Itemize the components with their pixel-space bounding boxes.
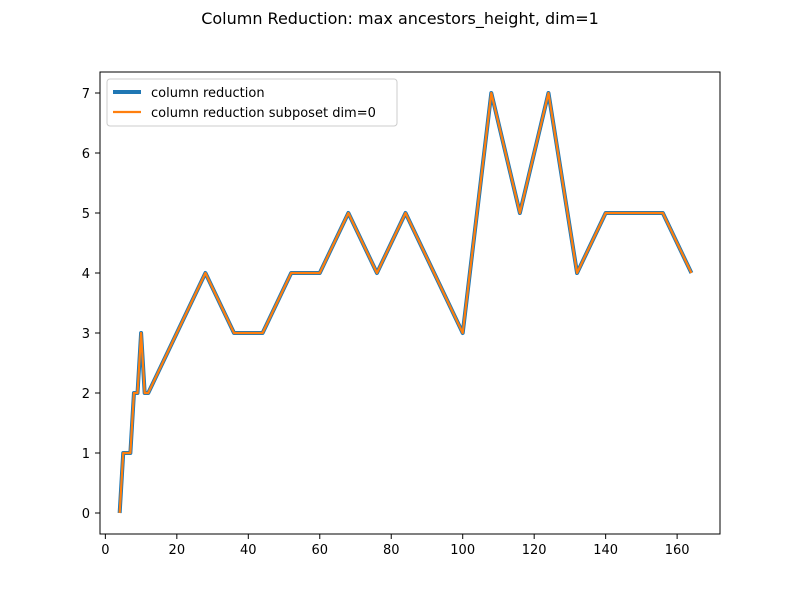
y-tick-label: 0 — [82, 507, 90, 522]
legend-label-2: column reduction subposet dim=0 — [151, 106, 376, 121]
legend: column reduction column reduction subpose… — [106, 78, 398, 127]
legend-label-1: column reduction — [151, 86, 265, 101]
x-tick-label: 60 — [311, 543, 328, 558]
y-tick-label: 2 — [82, 387, 90, 402]
series-lines — [117, 91, 694, 514]
x-tick-label: 80 — [383, 543, 400, 558]
chart-title: Column Reduction: max ancestors_height, … — [201, 9, 599, 28]
x-tick-label: 40 — [240, 543, 257, 558]
y-tick-label: 6 — [82, 147, 90, 162]
x-tick-label: 0 — [101, 543, 109, 558]
y-tick-label: 5 — [82, 207, 90, 222]
plot-area — [100, 72, 720, 534]
x-tick-label: 120 — [522, 543, 547, 558]
legend-box — [106, 78, 398, 127]
x-axis: 0 20 40 60 80 100 120 140 160 — [101, 534, 690, 558]
x-tick-label: 100 — [450, 543, 475, 558]
y-axis: 0 1 2 3 4 5 6 7 — [82, 87, 100, 522]
x-tick-label: 140 — [593, 543, 618, 558]
plot-frame — [99, 71, 721, 535]
y-tick-label: 3 — [82, 327, 90, 342]
y-tick-label: 4 — [82, 267, 90, 282]
x-tick-label: 20 — [169, 543, 186, 558]
y-tick-label: 7 — [82, 87, 90, 102]
y-tick-label: 1 — [82, 447, 90, 462]
series-line-2 — [118, 91, 693, 514]
x-tick-label: 160 — [665, 543, 690, 558]
